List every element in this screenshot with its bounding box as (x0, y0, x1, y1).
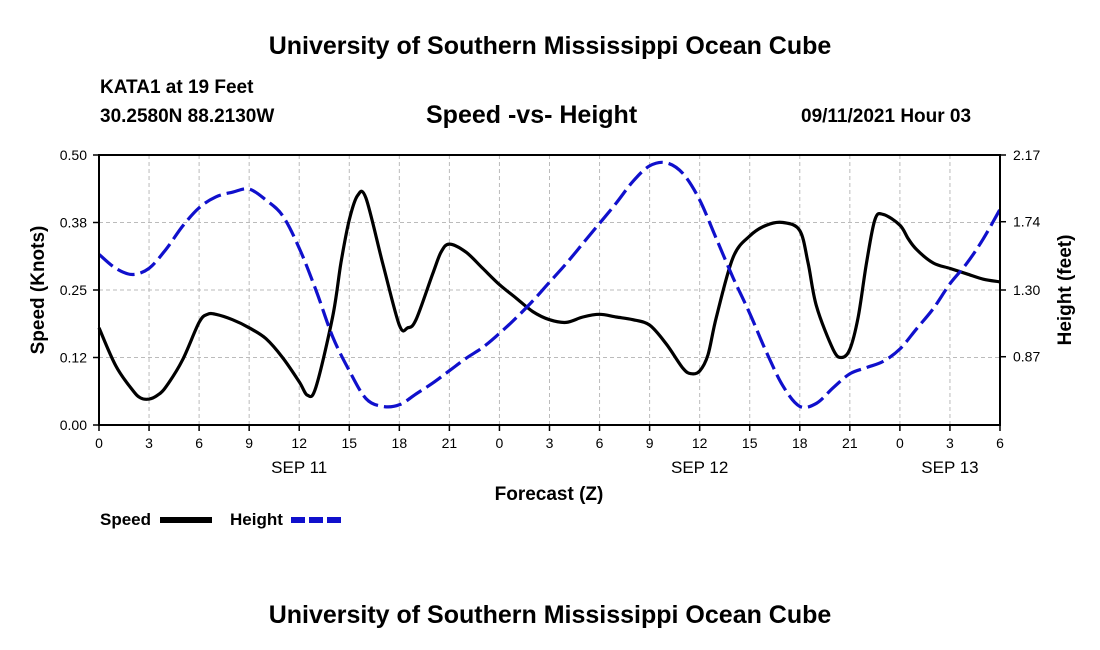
y-axis-label-left: Speed (Knots) (28, 226, 49, 355)
x-tick-label: 21 (442, 435, 458, 451)
y-tick-label-left: 0.00 (60, 417, 87, 433)
x-tick-label: 9 (646, 435, 654, 451)
x-tick-label: 3 (946, 435, 954, 451)
top-title: University of Southern Mississippi Ocean… (268, 32, 832, 60)
x-tick-label: 12 (692, 435, 708, 451)
date-label: SEP 12 (671, 458, 728, 477)
date-label: SEP 11 (271, 458, 327, 477)
legend-speed-label: Speed (100, 510, 151, 529)
station-coordinates: 30.2580N 88.2130W (100, 106, 275, 127)
y-tick-label-left: 0.12 (60, 350, 87, 366)
x-tick-label: 15 (341, 435, 357, 451)
x-tick-label: 12 (291, 435, 307, 451)
x-tick-label: 3 (145, 435, 153, 451)
x-tick-label: 9 (245, 435, 253, 451)
y-tick-label-left: 0.25 (60, 282, 87, 298)
height-series-line (97, 160, 1002, 410)
speed-series-line (97, 189, 1001, 401)
x-tick-label: 6 (195, 435, 203, 451)
x-tick-label: 0 (896, 435, 904, 451)
x-tick-label: 0 (496, 435, 504, 451)
bottom-title: University of Southern Mississippi Ocean… (268, 601, 832, 629)
x-tick-label: 6 (596, 435, 604, 451)
x-tick-label: 3 (546, 435, 554, 451)
x-tick-label: 18 (792, 435, 808, 451)
x-tick-label: 6 (996, 435, 1004, 451)
x-tick-label: 21 (842, 435, 858, 451)
y-tick-label-right: 2.17 (1013, 147, 1040, 163)
y-tick-label-right: 1.74 (1013, 214, 1040, 230)
y-tick-label-left: 0.50 (60, 147, 87, 163)
speed-height-chart: 0 3 6 9 12 15 18 21 0 3 6 9 12 15 18 21 0 3 6 SEP 11 SEP 12 S… (28, 147, 1076, 529)
y-tick-label-right: 0.87 (1013, 349, 1040, 365)
date-label: SEP 13 (921, 458, 978, 477)
y-axis-label-right: Height (feet) (1055, 235, 1076, 346)
x-axis-label: Forecast (Z) (495, 484, 604, 505)
axis-layer: 0 3 6 9 12 15 18 21 0 3 6 9 12 15 18 21 0 3 6 SEP 11 SEP 12 S… (60, 147, 1041, 477)
x-tick-label: 15 (742, 435, 758, 451)
forecast-date: 09/11/2021 Hour 03 (801, 106, 972, 127)
grid-layer (99, 155, 1000, 425)
y-tick-label-right: 1.30 (1013, 282, 1040, 298)
y-tick-label-left: 0.38 (60, 215, 87, 231)
station-label: KATA1 at 19 Feet (100, 77, 254, 98)
legend: Speed Height (100, 510, 343, 529)
x-tick-label: 18 (392, 435, 408, 451)
chart-title: Speed -vs- Height (426, 101, 638, 129)
series-layer (97, 160, 1002, 410)
x-tick-label: 0 (95, 435, 103, 451)
legend-height-label: Height (230, 510, 283, 529)
